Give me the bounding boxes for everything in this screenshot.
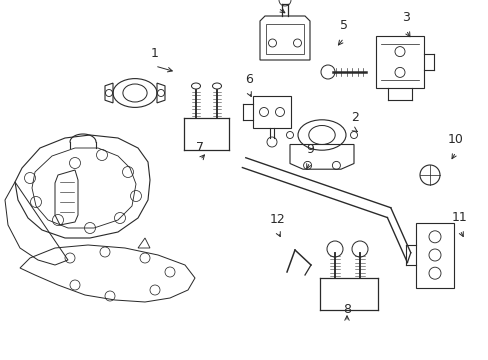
Text: 11: 11 [451, 211, 467, 224]
Text: 12: 12 [269, 213, 285, 226]
Text: 10: 10 [447, 133, 463, 146]
Text: 9: 9 [305, 143, 313, 156]
Text: 6: 6 [244, 73, 252, 86]
Text: 3: 3 [401, 11, 409, 24]
Text: 8: 8 [342, 303, 350, 316]
Text: 5: 5 [339, 19, 347, 32]
Text: 1: 1 [151, 47, 159, 60]
Text: 2: 2 [350, 111, 358, 124]
Text: 7: 7 [196, 141, 203, 154]
Text: 4: 4 [273, 0, 282, 2]
